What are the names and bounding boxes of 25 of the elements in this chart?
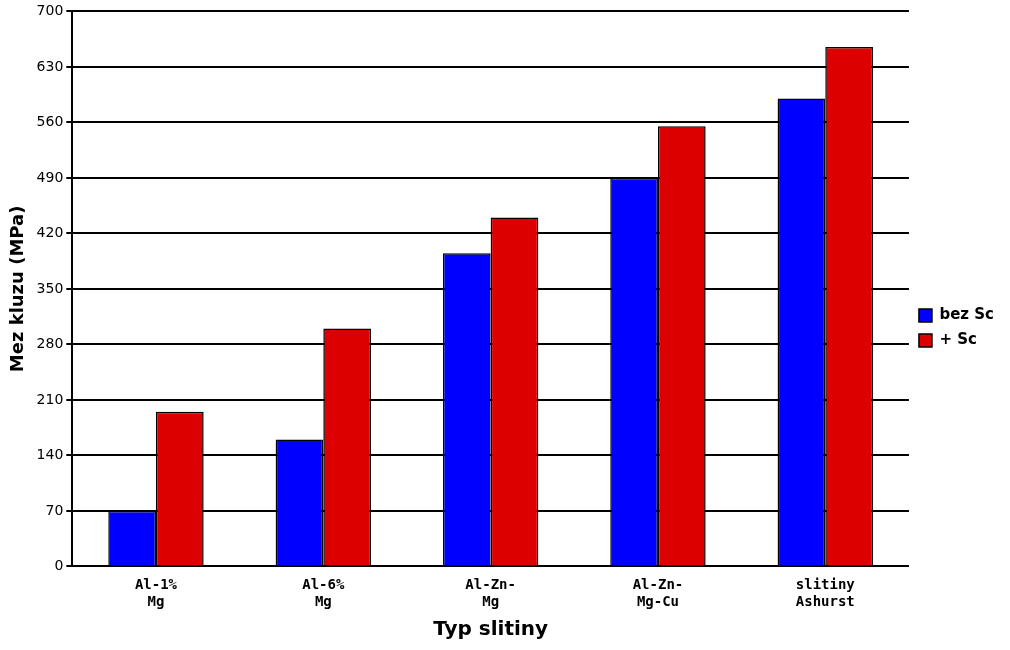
category-label: slitiny (795, 576, 855, 593)
y-tick-label: 490 (36, 168, 64, 185)
category-label: Mg (147, 593, 165, 610)
category-label: Al-Zn- (465, 576, 516, 593)
y-tick-label: 700 (36, 2, 64, 19)
category-label: Ashurst (795, 593, 855, 610)
category-label: Mg (482, 593, 500, 610)
category-label: Mg (314, 593, 332, 610)
category-label: Mg-Cu (636, 593, 680, 610)
y-tick-label: 560 (36, 113, 64, 130)
legend-label: + Sc (939, 330, 977, 349)
legend-label: bez Sc (939, 305, 994, 324)
x-axis-title: Typ slitiny (433, 616, 549, 641)
category-label: Al-6% (302, 576, 345, 593)
y-tick-label: 210 (36, 390, 64, 407)
category-label: Al-Zn- (632, 576, 684, 593)
category-label: Al-1% (134, 576, 178, 593)
y-tick-label: 350 (36, 279, 64, 296)
y-axis-title: Mez kluzu (MPa) (6, 205, 28, 373)
y-tick-label: 630 (36, 57, 64, 74)
y-tick-label: 140 (36, 446, 64, 463)
y-tick-label: 420 (36, 224, 64, 241)
y-tick-label: 280 (36, 335, 64, 352)
y-tick-label: 70 (45, 501, 64, 518)
y-tick-label: 0 (54, 557, 64, 574)
